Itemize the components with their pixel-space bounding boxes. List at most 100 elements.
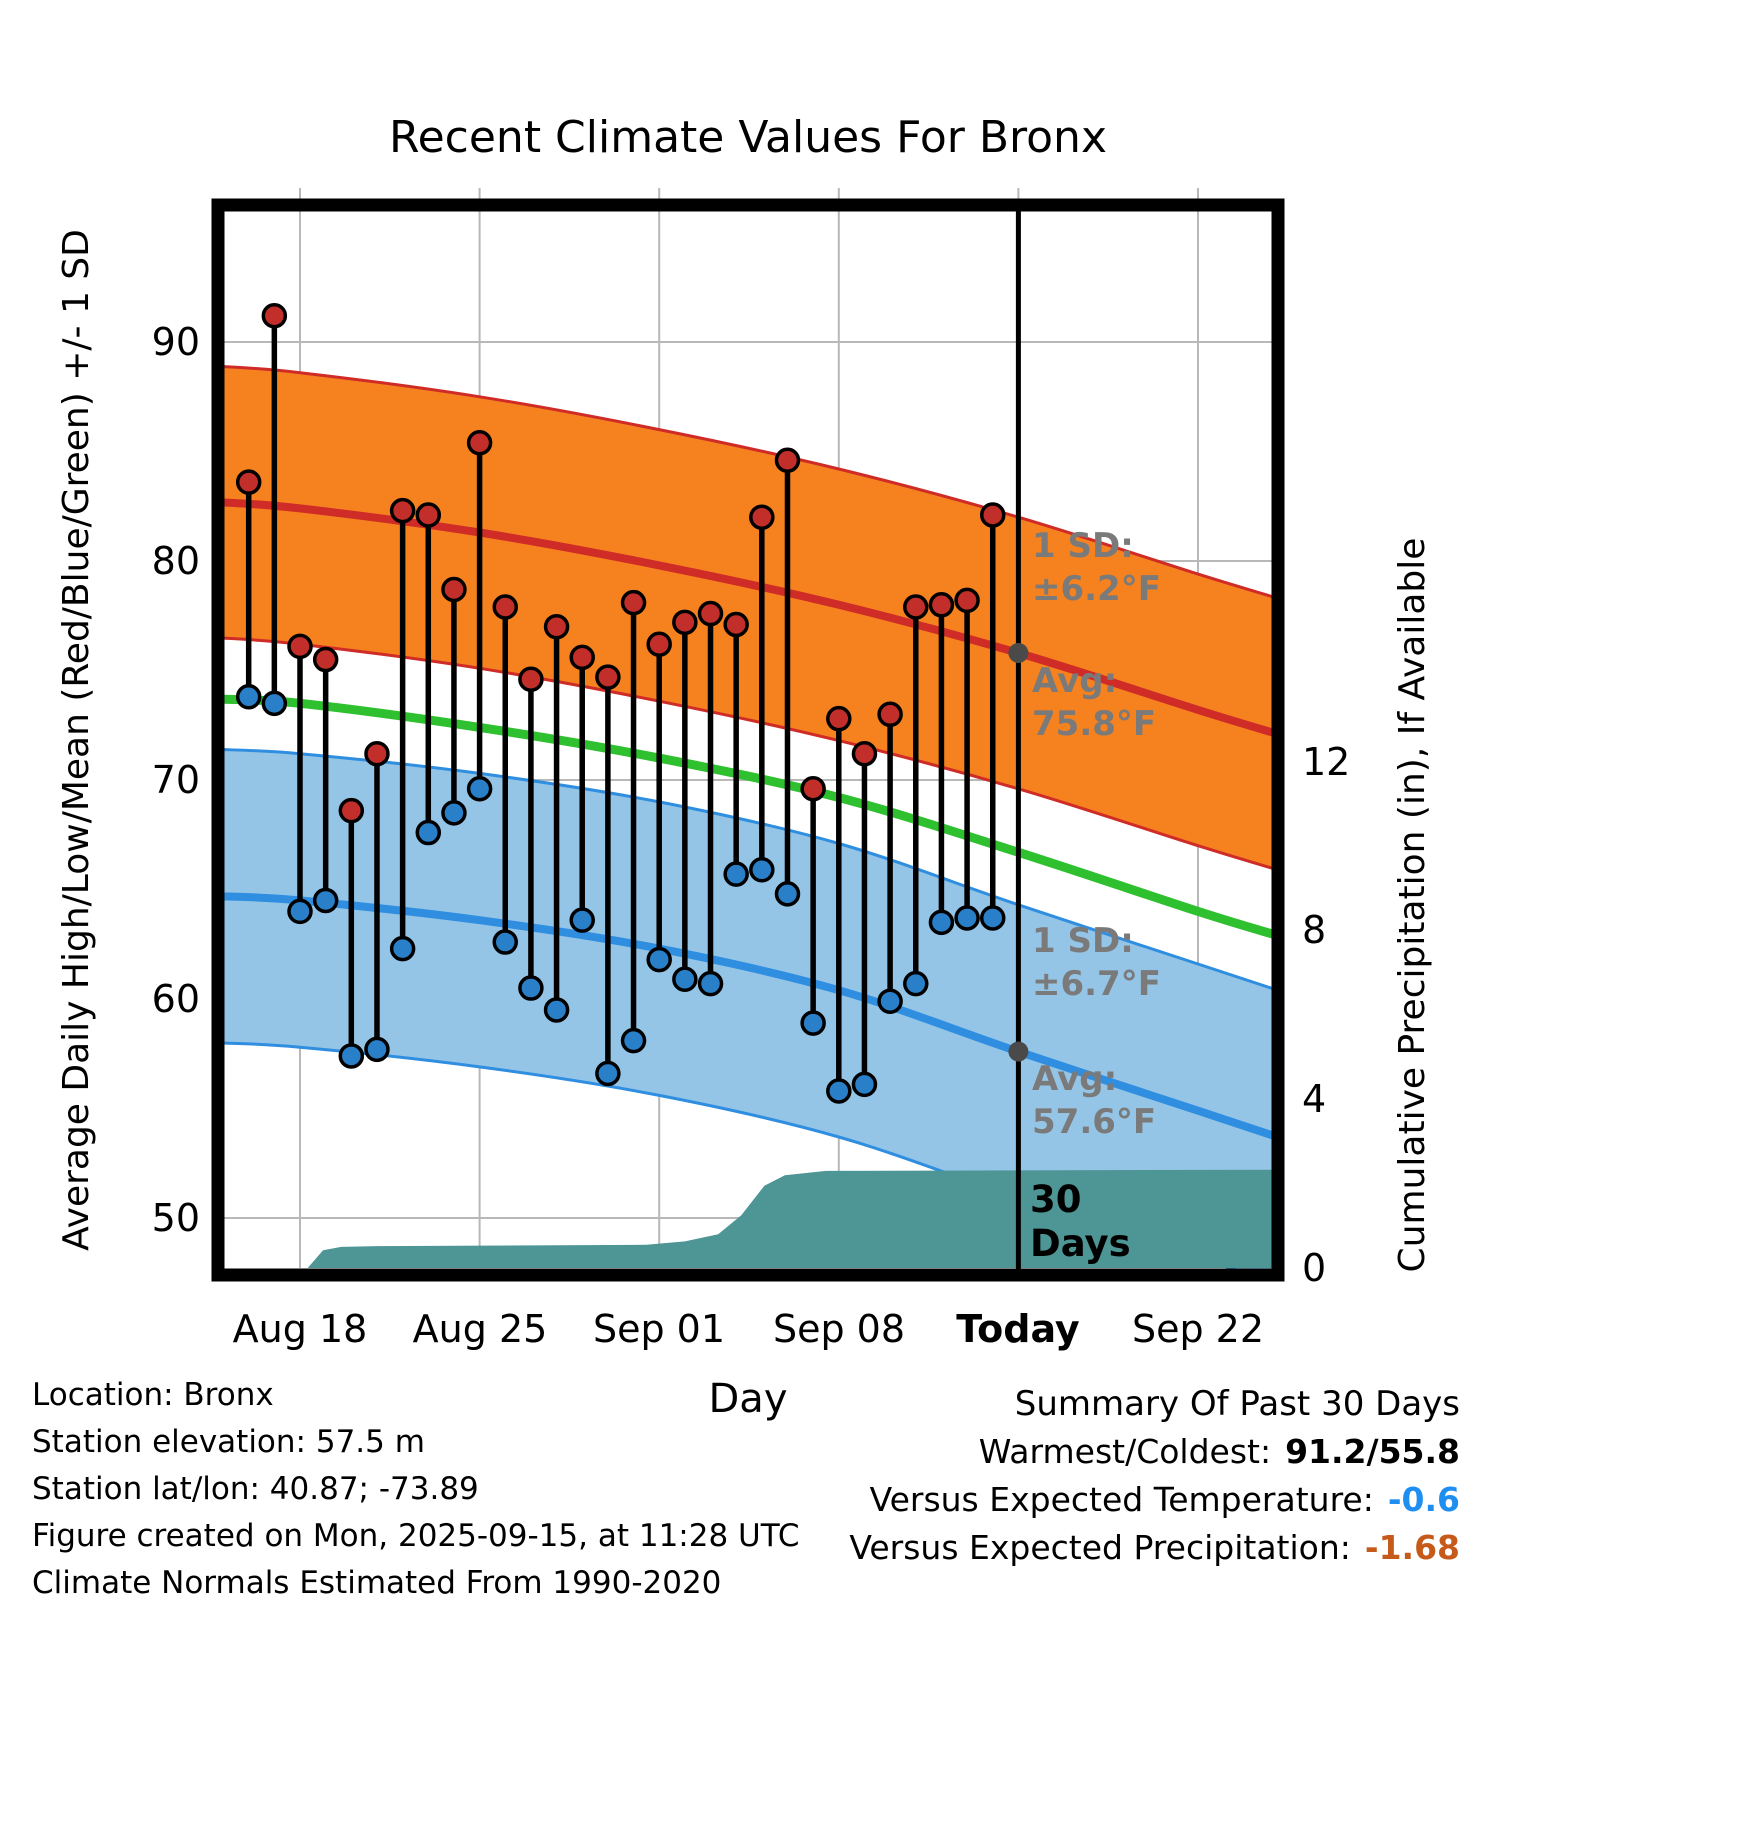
- daily-high-dot: [723, 611, 749, 638]
- daily-high-dot: [620, 589, 647, 616]
- summary-label: Warmest/Coldest:: [978, 1432, 1272, 1471]
- daily-low-dot: [903, 970, 929, 997]
- high-temp-sd-band: [218, 366, 1278, 870]
- daily-low-dot: [749, 857, 775, 883]
- low-sd-annotation-line1: 1 SD:: [1032, 921, 1134, 961]
- daily-high-dot: [415, 502, 442, 528]
- x-tick-aug25: Aug 25: [413, 1307, 548, 1351]
- daily-low-dot: [774, 881, 801, 907]
- daily-low-dot: [364, 1036, 390, 1063]
- daily-low-dot: [646, 946, 672, 973]
- daily-low-dot: [826, 1078, 852, 1104]
- daily-observations: [235, 302, 1006, 1104]
- high-avg-annotation-line2: 75.8°F: [1032, 704, 1156, 744]
- daily-high-dot: [646, 631, 672, 657]
- daily-high-dot: [287, 633, 313, 660]
- daily-high-dot: [672, 609, 698, 636]
- daily-low-dot: [851, 1071, 878, 1098]
- daily-low-dot: [287, 898, 313, 925]
- x-axis-title: Day: [709, 1376, 788, 1422]
- daily-low-dot: [312, 887, 339, 914]
- summary-title: Summary Of Past 30 Days: [1014, 1384, 1460, 1424]
- thirty-days-label-line2: Days: [1030, 1222, 1131, 1265]
- daily-high-dot: [826, 705, 852, 732]
- daily-high-dot: [774, 447, 801, 474]
- daily-high-dot: [492, 594, 519, 620]
- daily-high-dot: [851, 740, 878, 767]
- daily-low-dot: [466, 776, 493, 802]
- daily-low-dot: [800, 1010, 826, 1036]
- avg-low-today-marker: [1008, 1041, 1029, 1062]
- summary-value: -0.6: [1387, 1480, 1460, 1519]
- y-axis-left-title: Average Daily High/Low/Mean (Red/Blue/Gr…: [56, 229, 97, 1251]
- daily-high-dot: [312, 646, 339, 673]
- daily-low-dot: [261, 690, 288, 717]
- daily-low-dot: [979, 905, 1006, 931]
- low-band-upper-edge: [218, 747, 1278, 992]
- y-axis-right-title: Cumulative Precipitation (in), If Availa…: [1392, 538, 1433, 1273]
- summary-row-warmest-coldest: Warmest/Coldest: 91.2/55.8: [849, 1428, 1460, 1476]
- high-band-upper-edge: [218, 364, 1278, 600]
- plot-area: [218, 205, 1278, 1275]
- daily-high-dot: [697, 600, 724, 627]
- high-sd-annotation-line1: 1 SD:: [1032, 526, 1134, 566]
- precip-tick-12: 12: [1302, 740, 1350, 784]
- precip-tick-4: 4: [1302, 1077, 1326, 1121]
- daily-high-dot: [954, 587, 980, 614]
- plot-border: [211, 198, 1285, 1282]
- high-sd-annotation-line2: ±6.2°F: [1032, 569, 1161, 609]
- station-location: Location: Bronx: [32, 1377, 274, 1413]
- daily-low-dot: [338, 1043, 365, 1069]
- daily-high-dot: [235, 469, 262, 495]
- summary-value: 91.2/55.8: [1285, 1432, 1460, 1471]
- daily-high-dot: [441, 576, 467, 603]
- daily-high-dot: [903, 594, 929, 620]
- chart-layers: [211, 188, 1285, 1282]
- precip-tick-0: 0: [1302, 1246, 1326, 1290]
- low-sd-annotation-line2: ±6.7°F: [1032, 964, 1161, 1004]
- daily-high-dot: [877, 701, 903, 728]
- low-temp-sd-band: [218, 749, 1278, 1275]
- daily-high-dot: [518, 666, 544, 693]
- x-tick-sep08: Sep 08: [773, 1307, 905, 1351]
- y-tick-60: 60: [152, 977, 200, 1021]
- y-tick-50: 50: [152, 1196, 200, 1240]
- station-latlon: Station lat/lon: 40.87; -73.89: [32, 1471, 479, 1507]
- station-info: Location: Bronx Station elevation: 57.5 …: [32, 1372, 800, 1607]
- summary-label: Versus Expected Temperature:: [869, 1480, 1374, 1519]
- daily-high-dot: [364, 740, 390, 767]
- summary-value: -1.68: [1364, 1528, 1460, 1567]
- daily-low-dot: [620, 1027, 647, 1054]
- daily-high-dot: [543, 613, 570, 640]
- y-tick-80: 80: [152, 539, 200, 583]
- daily-low-dot: [389, 935, 416, 962]
- daily-low-dot: [723, 861, 749, 887]
- x-tick-sep22: Sep 22: [1132, 1307, 1264, 1351]
- avg-high-line: [218, 498, 1278, 738]
- high-band-lower-edge: [218, 636, 1278, 872]
- daily-low-dot: [697, 970, 724, 997]
- low-avg-annotation-line2: 57.6°F: [1032, 1102, 1156, 1142]
- daily-high-dot: [928, 592, 955, 618]
- station-elevation: Station elevation: 57.5 m: [32, 1424, 425, 1460]
- daily-low-dot: [441, 800, 467, 826]
- daily-high-dot: [800, 776, 826, 802]
- daily-low-dot: [928, 909, 955, 936]
- daily-high-dot: [466, 429, 493, 456]
- daily-low-dot: [518, 975, 544, 1001]
- daily-high-dot: [389, 497, 416, 524]
- summary-row-vs-temperature: Versus Expected Temperature: -0.6: [849, 1476, 1460, 1524]
- daily-high-dot: [979, 502, 1006, 528]
- climate-normals-note: Climate Normals Estimated From 1990-2020: [32, 1565, 722, 1601]
- avg-high-today-marker: [1008, 642, 1029, 663]
- daily-low-dot: [235, 684, 262, 710]
- daily-high-dot: [569, 644, 595, 671]
- avg-mean-line: [218, 694, 1278, 940]
- figure-created-timestamp: Figure created on Mon, 2025-09-15, at 11…: [32, 1518, 800, 1554]
- summary-row-vs-precipitation: Versus Expected Precipitation: -1.68: [849, 1524, 1460, 1572]
- x-tick-today: Today: [956, 1307, 1080, 1351]
- daily-low-dot: [595, 1060, 621, 1087]
- daily-low-dot: [954, 905, 980, 931]
